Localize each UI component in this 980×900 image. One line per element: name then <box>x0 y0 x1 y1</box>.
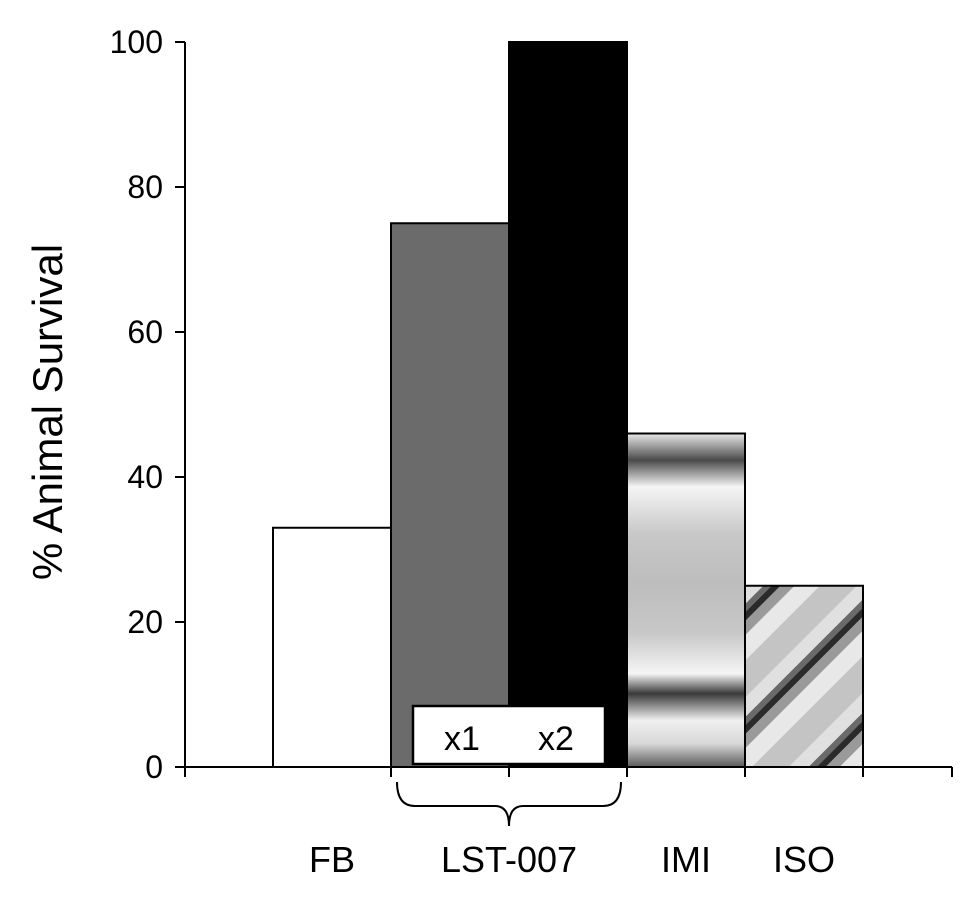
axes-layer <box>184 42 953 777</box>
y-tick-label: 40 <box>127 459 163 495</box>
y-axis-title: % Animal Survival <box>24 244 71 580</box>
y-tick-label: 20 <box>127 604 163 640</box>
category-label-lst-007: LST-007 <box>441 839 577 880</box>
category-label-iso: ISO <box>773 839 835 880</box>
group-legend-box <box>411 704 607 766</box>
group-brace <box>396 781 622 827</box>
y-tick-label: 80 <box>127 169 163 205</box>
bar-lst-007-x2 <box>508 41 628 768</box>
y-tick-label: 0 <box>145 749 163 785</box>
category-label-fb: FB <box>309 839 355 880</box>
group-legend-label-x1: x1 <box>444 720 480 758</box>
bar-iso <box>744 584 864 768</box>
bar-imi <box>626 432 746 768</box>
y-ticks-layer: 0 20 40 60 80 100 <box>110 24 185 785</box>
group-legend-label-x2: x2 <box>538 720 574 758</box>
bar-lst-007-x1 <box>390 222 510 768</box>
y-tick-label: 100 <box>110 24 163 60</box>
category-label-imi: IMI <box>661 839 711 880</box>
bars-layer <box>272 41 864 768</box>
group-legend-layer: x1 x2 <box>396 704 622 827</box>
y-tick-label: 60 <box>127 314 163 350</box>
bar-fb <box>272 526 392 768</box>
category-labels-layer: FB LST-007 IMI ISO <box>309 839 835 880</box>
